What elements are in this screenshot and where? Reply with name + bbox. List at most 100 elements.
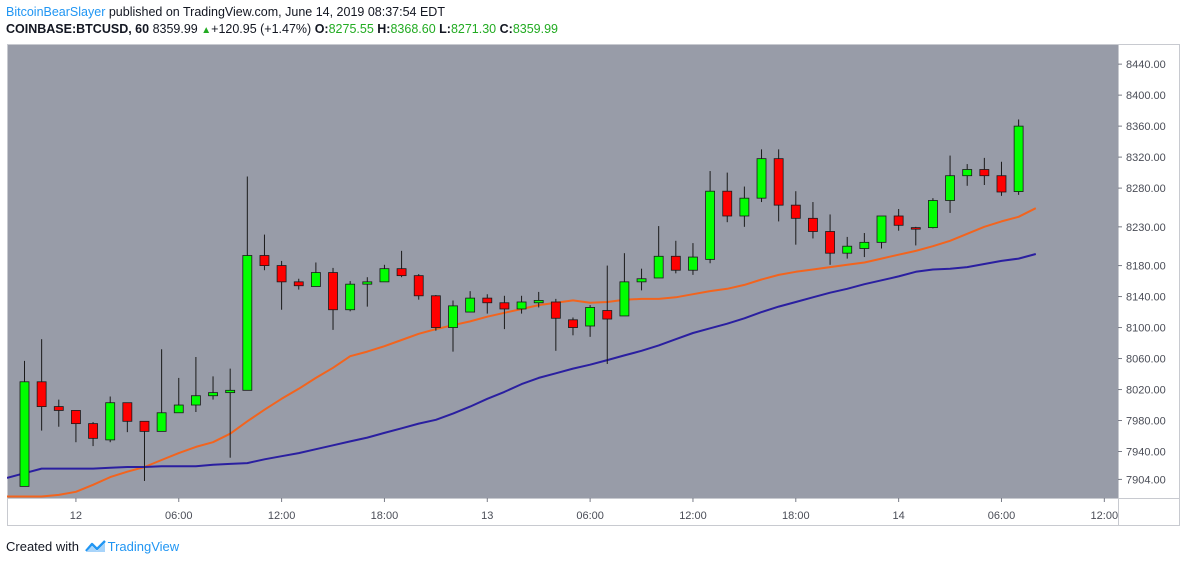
time-tick-label: 13 [481,510,493,522]
close-value: 8359.99 [512,22,559,36]
candle-body [430,295,441,328]
candle-body [568,319,578,328]
time-tick-label: 18:00 [371,510,399,522]
publish-line: BitcoinBearSlayer published on TradingVi… [6,5,445,19]
candle-body [448,305,458,328]
price-tick-label: 8060.00 [1126,354,1166,366]
candle-body [71,410,81,425]
price-tick-label: 8230.00 [1126,222,1166,234]
candle-body [208,392,218,397]
open-value: 8275.55 [328,22,374,36]
candle-body [842,245,853,254]
price-tick-label: 8400.00 [1126,90,1166,102]
ohlc-line: COINBASE:BTCUSD, 60 8359.99 ▲+120.95 (+1… [6,22,558,36]
price-tick-label: 8020.00 [1126,385,1166,397]
candle-body [808,217,818,232]
price-tick-label: 8180.00 [1126,261,1166,273]
time-tick-label: 06:00 [165,510,193,522]
footer: Created with TradingView [6,539,179,556]
published-text: published on TradingView.com, June 14, 2… [108,5,445,19]
candle-body [310,272,321,287]
candle-body [670,255,681,271]
candle-body [636,278,647,283]
candle-body [328,272,338,311]
candle-body [105,402,116,441]
candle-body [945,175,955,201]
time-tick-label: 14 [893,510,905,522]
ema-slow-line [7,253,1037,479]
candle-body [190,395,201,406]
candle-body [53,406,64,411]
candle-body [259,255,270,266]
candle-body [139,420,150,432]
plot-area[interactable] [7,44,1118,498]
candle-body [533,300,544,304]
candle-body [585,307,596,327]
low-label: L: [439,22,451,36]
candle-body [36,381,47,407]
price-tick-label: 8320.00 [1126,152,1166,164]
candle-body [739,197,750,217]
price-tick-label: 8440.00 [1126,59,1166,71]
up-arrow-icon: ▲ [201,25,212,36]
candle-body [859,241,870,249]
close-label: C: [499,22,513,36]
tradingview-brand-link[interactable]: TradingView [107,539,180,554]
candle-body [379,268,390,283]
symbol-label: COINBASE:BTCUSD, 60 [6,22,150,36]
candle-body [242,255,253,391]
time-tick-label: 18:00 [782,510,810,522]
candle-body [482,297,493,304]
candle-body [688,256,698,271]
high-value: 8368.60 [390,22,436,36]
price-tick-label: 8360.00 [1126,121,1166,133]
time-tick-label: 06:00 [576,510,604,522]
candle-body [413,275,424,297]
candle-body [345,283,356,311]
chart-frame [7,44,1180,526]
candle-body [19,381,30,487]
plot-contents [7,119,1037,498]
high-label: H: [377,22,391,36]
tradingview-logo-icon [84,540,107,556]
candle-body [362,281,373,285]
open-label: O: [314,22,329,36]
time-tick-label: 12:00 [1091,510,1119,522]
candle-body [996,175,1007,193]
low-value: 8271.30 [450,22,497,36]
candle-body [550,301,561,319]
author-link[interactable]: BitcoinBearSlayer [6,5,106,19]
candle-body [893,215,904,226]
candle-body [962,169,973,177]
last-price: 8359.99 [152,22,198,36]
candle-body [88,423,98,439]
candle-body [825,231,835,254]
price-tick-label: 8140.00 [1126,292,1166,304]
time-tick-label: 12 [70,510,82,522]
time-tick-label: 12:00 [679,510,707,522]
candle-body [790,204,801,219]
candle-body [396,268,407,277]
created-with-text: Created with [6,539,79,554]
candle-body [722,190,733,217]
candle-body [293,281,304,287]
price-tick-label: 8100.00 [1126,323,1166,335]
candle-body [516,301,527,310]
candle-body [979,169,990,177]
time-tick-label: 12:00 [268,510,296,522]
candle-body [773,158,784,206]
price-change: +120.95 (+1.47%) [211,22,312,36]
candle-body [653,255,664,279]
candle-body [876,215,887,243]
candle-body [619,281,630,317]
candle-body [156,412,167,432]
candle-body [1013,125,1024,192]
time-tick-label: 06:00 [988,510,1016,522]
price-tick-label: 7904.00 [1126,474,1166,486]
price-tick-label: 7980.00 [1126,416,1166,428]
price-tick-label: 8280.00 [1126,183,1166,195]
candle-body [499,302,510,310]
price-tick-label: 7940.00 [1126,447,1166,459]
candle-body [276,265,287,283]
